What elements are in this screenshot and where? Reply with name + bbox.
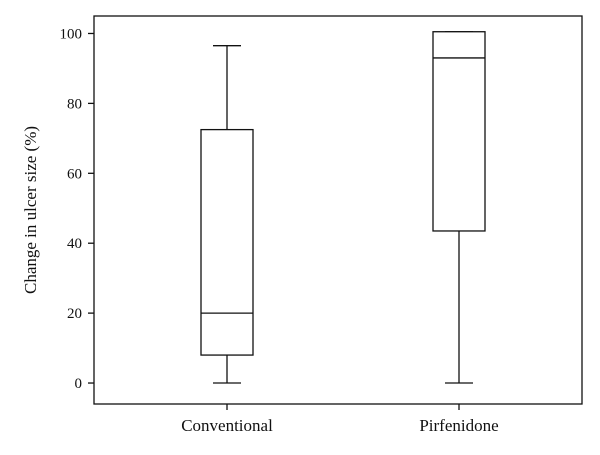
y-tick-label: 40 <box>67 236 82 252</box>
x-category-label: Conventional <box>181 416 273 435</box>
plot-frame <box>93 15 583 405</box>
y-tick-label: 60 <box>67 166 82 182</box>
y-tick-label: 100 <box>60 26 83 42</box>
y-axis: 0 20 40 60 80 100 <box>60 26 94 392</box>
y-tick-label: 20 <box>67 306 82 322</box>
interquartile-box <box>200 128 254 356</box>
x-axis: Conventional Pirfenidone <box>181 404 499 435</box>
x-category-label: Pirfenidone <box>419 416 498 435</box>
box-pirfenidone <box>432 31 486 384</box>
interquartile-box <box>432 31 486 232</box>
y-tick-label: 80 <box>67 96 82 112</box>
y-tick-label: 0 <box>75 376 83 392</box>
box-conventional <box>200 45 254 384</box>
box-series <box>200 31 486 384</box>
y-axis-title: Change in ulcer size (%) <box>21 126 40 294</box>
